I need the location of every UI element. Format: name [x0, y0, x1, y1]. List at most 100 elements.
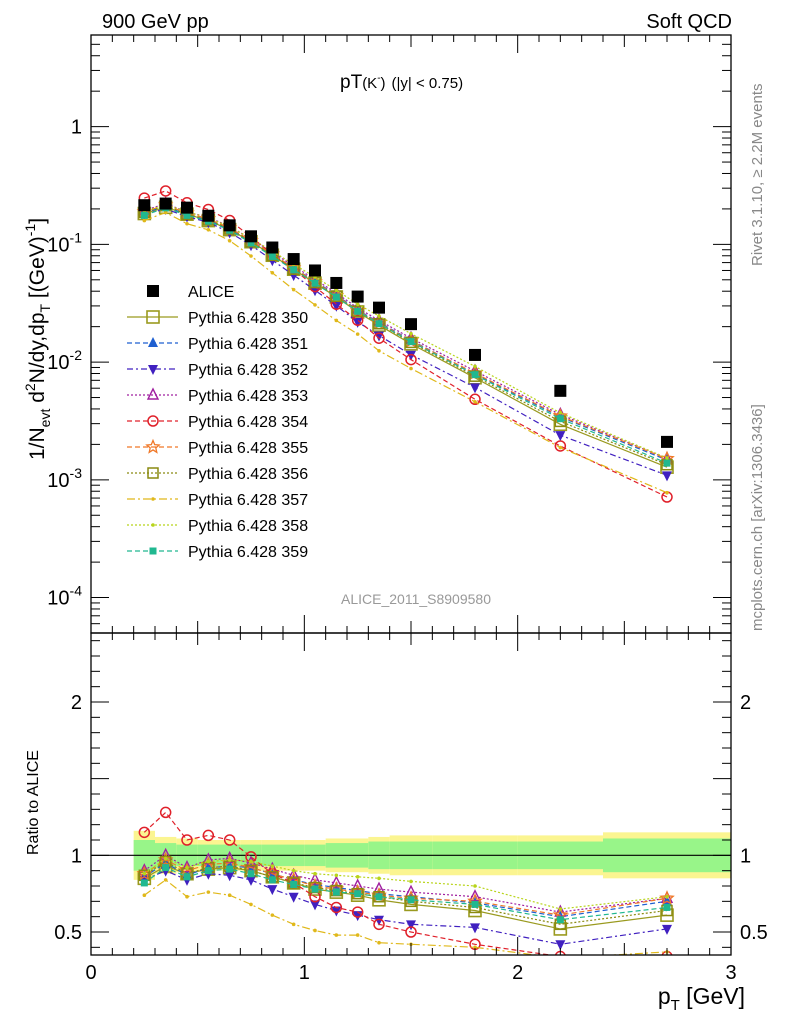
legend-marker [148, 337, 158, 347]
series-point [270, 270, 275, 275]
series-point [405, 336, 417, 349]
legend-marker [151, 497, 155, 501]
header-right-label: Soft QCD [646, 11, 732, 33]
series-point [558, 445, 563, 450]
ratio-point [185, 865, 189, 870]
ratio-point [202, 829, 215, 842]
ratio-point [163, 878, 168, 882]
ratio-line-359 [143, 866, 668, 921]
alice-point [469, 348, 481, 361]
series-point [351, 314, 364, 326]
ratio-point [355, 875, 360, 879]
series-point [140, 211, 148, 219]
ratio-point [162, 864, 170, 872]
series-point [470, 383, 480, 394]
y-tick-label: 10-4 [47, 583, 82, 610]
legend-marker [149, 547, 157, 555]
series-point [331, 301, 342, 312]
legend-item-351: Pythia 6.428 351 [127, 336, 308, 353]
legend-item-350: Pythia 6.428 350 [127, 310, 308, 327]
ratio-point [334, 933, 339, 937]
ratio-point [659, 890, 675, 905]
ratio-line-353 [143, 854, 668, 913]
series-point [377, 314, 381, 318]
ratio-point [554, 904, 567, 917]
legend-item-alice: ALICE [147, 284, 234, 301]
series-point [555, 431, 566, 442]
ratio-point [226, 865, 234, 873]
ratio-point [351, 878, 364, 891]
series-point [354, 307, 362, 315]
series-line-354 [144, 190, 668, 498]
ratio-point [287, 867, 300, 880]
ratio-point [409, 879, 413, 884]
ratio-point [163, 856, 168, 861]
ratio-point [662, 924, 672, 935]
ratio-point [202, 852, 215, 865]
axes-frames: 0 1 2 3 10-4 10-3 10-2 10-1 1 0.5 0.5 1 1 2 2 [47, 34, 768, 984]
ratio-point [331, 906, 342, 917]
series-point [185, 221, 189, 226]
ratio-line-356 [143, 860, 668, 925]
series-point [291, 287, 296, 292]
alice-point [309, 264, 321, 277]
x-tick-label: 1 [299, 962, 310, 984]
series-point [473, 399, 477, 404]
series-point [142, 218, 147, 223]
alice-point [351, 290, 364, 303]
series-line-356 [144, 205, 668, 466]
ratio-point [468, 889, 482, 902]
series-point [206, 227, 211, 232]
x-axis-label: pT [GeV] [658, 983, 745, 1014]
ratio-point [555, 940, 566, 951]
legend-marker [146, 387, 160, 400]
ratio-point [665, 894, 669, 899]
series-point [351, 305, 364, 318]
ratio-point [227, 893, 232, 897]
series-point [471, 371, 479, 379]
series-line-355 [144, 204, 668, 460]
ratio-point [313, 871, 317, 876]
ratio-point [290, 880, 298, 888]
ratio-point [138, 826, 151, 839]
alice-point [405, 318, 417, 331]
ratio-point [375, 893, 383, 901]
ratio-line-351 [143, 862, 668, 918]
legend-marker [147, 415, 159, 427]
series-point [662, 471, 672, 482]
ratio-point [246, 875, 256, 886]
series-point [352, 317, 363, 328]
ratio-point [270, 864, 275, 868]
ratio-point [291, 868, 296, 873]
ratio-point [355, 933, 360, 937]
alice-point [138, 199, 151, 212]
series-point [406, 350, 416, 361]
y-tick-label: 1 [71, 117, 82, 139]
ratio-point [377, 876, 381, 881]
legend-item-355: Pythia 6.428 355 [127, 438, 308, 457]
ratio-point [663, 903, 671, 911]
legend-label: Pythia 6.428 353 [188, 388, 308, 405]
analysis-id-watermark: ALICE_2011_S8909580 [341, 591, 491, 607]
alice-point [661, 435, 673, 448]
ratio-y-tick-label-right: 0.5 [740, 922, 768, 944]
series-point [377, 349, 381, 353]
legend-item-354: Pythia 6.428 354 [127, 414, 308, 431]
x-tick-label: 3 [725, 962, 736, 984]
ratio-y-tick-label-right: 2 [740, 692, 751, 714]
series-point [469, 393, 481, 406]
ratio-line-350 [144, 865, 668, 930]
ratio-point [288, 892, 299, 903]
series-point [311, 279, 319, 287]
series-point [665, 456, 669, 460]
ratio-point [140, 879, 148, 887]
ratio-point [473, 884, 477, 888]
ratio-point [558, 907, 563, 911]
ratio-point [249, 902, 253, 907]
series-point [375, 320, 383, 328]
alice-point [202, 209, 215, 222]
series-point [473, 364, 477, 369]
series-point [409, 331, 413, 336]
ratio-y-tick-label-left: 0.5 [54, 922, 82, 944]
